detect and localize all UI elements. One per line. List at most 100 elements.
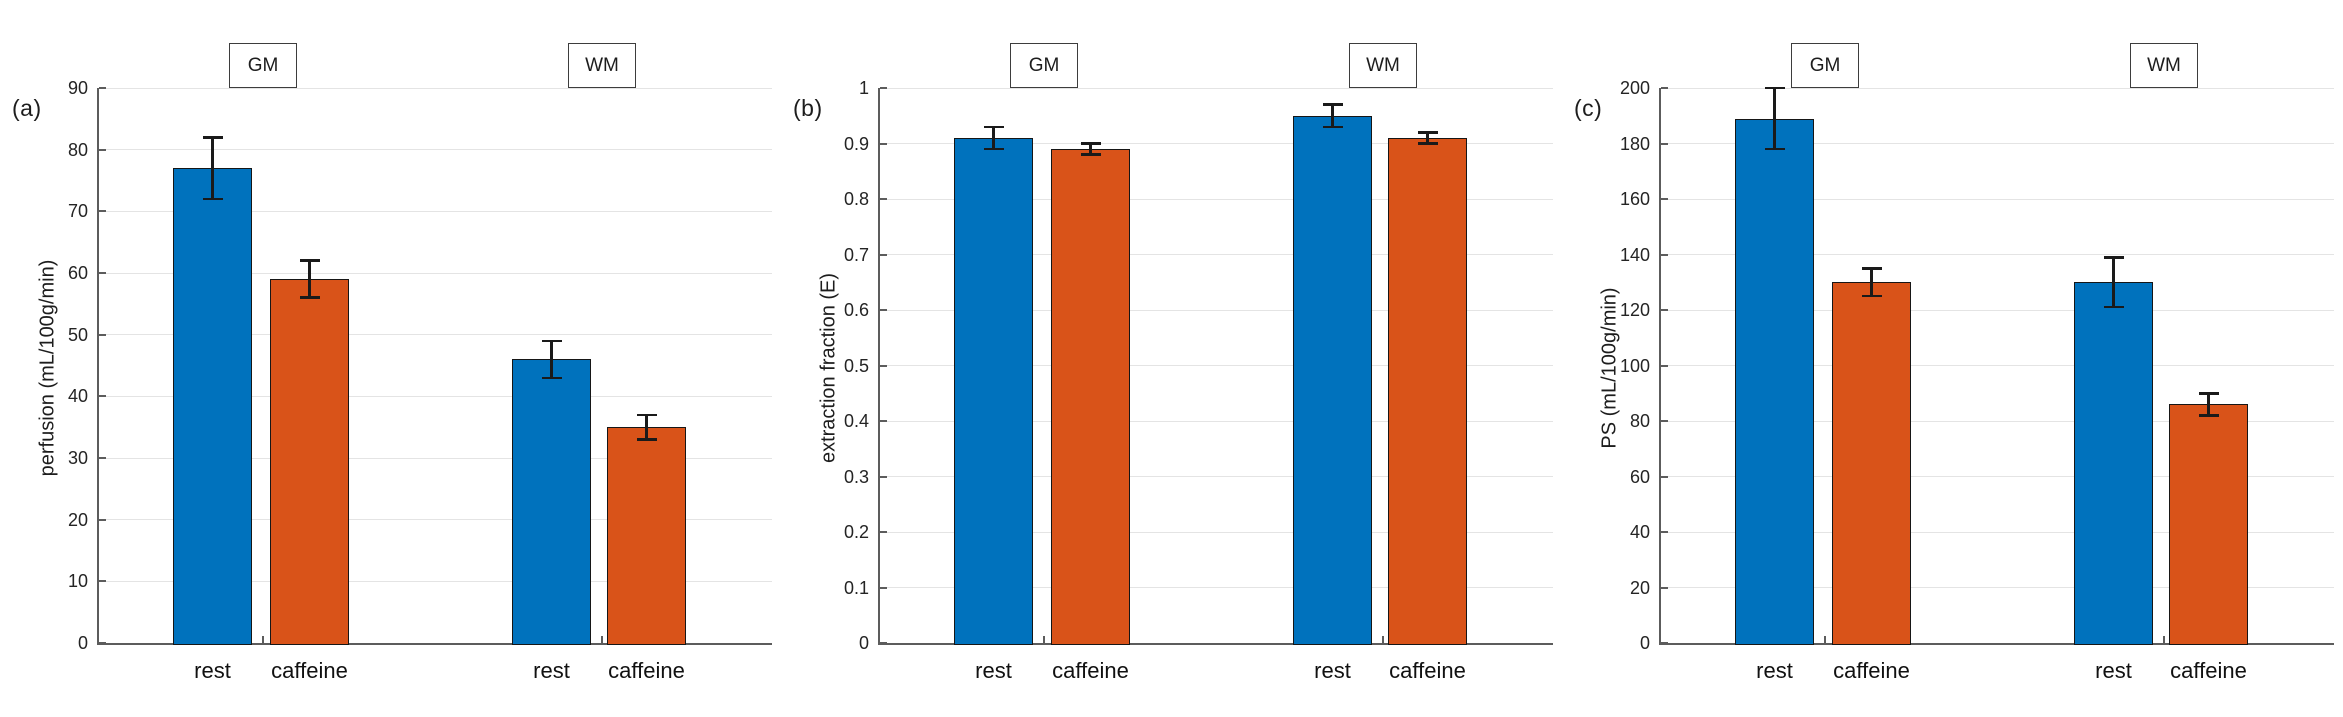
error-bar — [1089, 143, 1092, 155]
x-tick-label-caffeine: caffeine — [271, 658, 348, 683]
y-gridline — [877, 420, 1553, 422]
y-tick-mark — [98, 210, 106, 213]
y-tick-label: 140 — [1619, 244, 1650, 265]
x-axis-line — [96, 643, 772, 645]
error-bar — [645, 414, 648, 440]
error-bar-cap-bottom — [2103, 305, 2124, 309]
y-gridline — [96, 87, 772, 89]
y-gridline — [96, 334, 772, 336]
y-tick-mark — [879, 87, 887, 89]
error-bar — [211, 137, 214, 199]
error-bar-cap-top — [1322, 103, 1343, 106]
y-tick-mark — [1660, 420, 1668, 422]
y-tick-label: 0.4 — [843, 411, 869, 431]
bar-wm-caffeine — [607, 427, 686, 645]
plot-area: 0 20 40 60 80 100 120 140 160 180 200 GM WM rest rest c… — [1562, 0, 2343, 717]
y-tick-mark — [98, 518, 106, 521]
bar-wm-rest — [1293, 115, 1372, 645]
bar-gm-caffeine — [1051, 149, 1130, 645]
error-bar — [992, 126, 995, 150]
y-gridline — [96, 457, 772, 459]
x-tick-label-caffeine: caffeine — [1833, 658, 1910, 683]
y-gridline — [1658, 143, 2334, 144]
y-tick-mark — [879, 364, 887, 367]
y-tick-label: 20 — [1629, 577, 1650, 598]
error-bar-cap-top — [1080, 142, 1101, 145]
y-axis-line — [877, 88, 880, 645]
error-bar — [2207, 393, 2210, 416]
y-tick-mark — [1660, 586, 1668, 589]
y-tick-label: 60 — [67, 263, 88, 283]
y-tick-mark — [879, 531, 887, 533]
y-gridline — [1658, 254, 2334, 255]
y-gridline — [1658, 531, 2334, 533]
y-gridline — [877, 587, 1553, 588]
error-bar-cap-top — [1861, 267, 1882, 270]
y-gridline — [96, 519, 772, 521]
y-tick-mark — [879, 198, 887, 200]
panel-b: (b) extraction fraction (E) 0 0.1 0.2 0.3 0.… — [781, 0, 1562, 717]
bar-gm-rest — [173, 168, 252, 645]
x-tick-mark — [1824, 636, 1826, 643]
y-tick-mark — [98, 148, 106, 151]
y-gridline — [96, 395, 772, 397]
x-tick-label-rest: rest — [1756, 658, 1793, 683]
y-tick-label: 0.9 — [843, 133, 869, 154]
group-label-box-wm: WM — [568, 43, 636, 88]
y-gridline — [1658, 309, 2334, 311]
y-gridline — [877, 531, 1553, 533]
y-gridline — [877, 309, 1553, 311]
x-tick-mark — [1043, 636, 1045, 643]
x-tick-label-rest: rest — [1314, 658, 1351, 683]
error-bar-cap-top — [541, 339, 562, 343]
y-tick-label: 0 — [1639, 633, 1650, 653]
y-gridline — [877, 476, 1553, 477]
bar-gm-caffeine — [1832, 282, 1911, 645]
error-bar-cap-top — [2198, 392, 2219, 395]
y-tick-mark — [1660, 475, 1668, 478]
bar-gm-rest — [954, 137, 1033, 645]
y-gridline — [96, 210, 772, 212]
bar-gm-rest — [1735, 118, 1814, 645]
y-tick-mark — [879, 142, 887, 145]
y-tick-label: 70 — [67, 201, 88, 222]
y-gridline — [1658, 420, 2334, 422]
y-tick-label: 180 — [1619, 133, 1650, 154]
panel-c: (c) PS (mL/100g/min) 0 20 40 60 80 100 120 140 1… — [1562, 0, 2343, 717]
y-tick-mark — [1660, 309, 1668, 311]
error-bar — [550, 340, 553, 378]
y-tick-label: 80 — [1629, 411, 1650, 431]
y-axis-line — [96, 88, 99, 645]
y-gridline — [877, 198, 1553, 200]
y-tick-mark — [879, 309, 887, 311]
error-bar-cap-top — [636, 413, 657, 417]
y-tick-label: 0.8 — [843, 189, 869, 209]
error-bar-cap-bottom — [1080, 153, 1101, 156]
bar-wm-caffeine — [1388, 137, 1467, 645]
y-tick-mark — [1660, 531, 1668, 533]
y-tick-label: 0.5 — [843, 355, 869, 376]
y-tick-mark — [1660, 87, 1668, 89]
y-tick-label: 40 — [67, 386, 88, 407]
x-axis-line — [1658, 643, 2334, 645]
y-gridline — [1658, 87, 2334, 89]
y-tick-label: 0.1 — [843, 577, 869, 598]
x-tick-label-caffeine: caffeine — [1389, 658, 1466, 683]
y-gridline — [877, 254, 1553, 255]
panel-letter: (b) — [793, 95, 823, 121]
y-tick-label: 40 — [1629, 522, 1650, 542]
x-tick-label-rest: rest — [2095, 658, 2132, 683]
y-tick-label: 50 — [67, 324, 88, 345]
panel-a: (a) perfusion (mL/100g/min) 0 10 20 30 40 50 6… — [0, 0, 781, 717]
bar-gm-caffeine — [270, 279, 349, 645]
y-tick-label: 0 — [77, 633, 88, 653]
y-tick-label: 0 — [858, 633, 869, 653]
group-label-box-gm: GM — [1791, 43, 1859, 88]
error-bar-cap-top — [983, 125, 1004, 129]
error-bar-cap-top — [202, 136, 223, 139]
y-tick-mark — [98, 87, 106, 89]
error-bar-cap-top — [2103, 256, 2124, 259]
y-tick-label: 80 — [67, 139, 88, 160]
error-bar-cap-top — [299, 259, 320, 262]
